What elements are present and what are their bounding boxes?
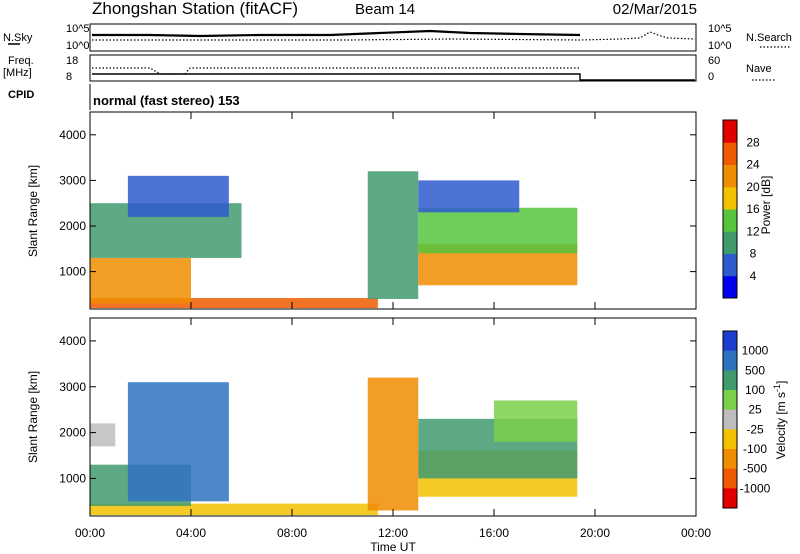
power-colorbar-tick-label: 4 xyxy=(750,269,757,283)
velocity-y-tick-label: 2000 xyxy=(59,426,86,440)
x-axis-label: Time UT xyxy=(370,540,416,554)
x-axis-ticks: 00:00 04:00 08:00 12:00 16:00 20:00 00:00 xyxy=(75,112,711,540)
freq-strip-frame xyxy=(89,54,697,82)
power-colorbar-segment xyxy=(723,209,737,232)
velocity-colorbar-tick-label: -1000 xyxy=(740,481,771,495)
velocity-heatmap-regions xyxy=(90,377,578,516)
beam-label: Beam 14 xyxy=(355,1,415,18)
velocity-colorbar-label: Velocity [m s-1] xyxy=(772,381,788,460)
power-colorbar-segment xyxy=(723,186,737,210)
cpid-text: normal (fast stereo) 153 xyxy=(93,93,240,108)
x-tick-label: 00:00 xyxy=(681,526,711,540)
noise-strip-frame xyxy=(89,23,697,52)
power-colorbar-segment xyxy=(723,164,737,188)
date-label: 02/Mar/2015 xyxy=(613,1,697,18)
power-colorbar-segment xyxy=(723,142,737,165)
velocity-region xyxy=(127,382,229,502)
velocity-colorbar-tick-label: 25 xyxy=(748,403,762,417)
power-colorbar-segment xyxy=(723,253,737,277)
power-y-axis-label: Slant Range [km] xyxy=(26,165,40,257)
power-colorbar-segment xyxy=(723,231,737,254)
velocity-colorbar-segment xyxy=(723,488,737,509)
power-region xyxy=(90,298,378,309)
power-colorbar-tick-label: 20 xyxy=(746,180,760,194)
freq-label-1: Freq. xyxy=(8,55,34,67)
power-y-tick-label: 2000 xyxy=(59,219,86,233)
velocity-region xyxy=(367,377,419,511)
velocity-colorbar-segment xyxy=(723,331,737,352)
power-colorbar-frame xyxy=(722,119,738,299)
velocity-colorbar-segment xyxy=(723,449,737,470)
velocity-y-tick-label: 4000 xyxy=(59,334,86,348)
freq-left-tick-top: 18 xyxy=(66,55,78,67)
x-tick-label: 16:00 xyxy=(479,526,509,540)
power-colorbar-tick-label: 24 xyxy=(746,158,760,172)
velocity-colorbar-segment xyxy=(723,370,737,391)
x-tick-label: 12:00 xyxy=(378,526,408,540)
power-region xyxy=(418,180,520,213)
velocity-y-axis-label: Slant Range [km] xyxy=(26,371,40,463)
power-region xyxy=(367,171,419,299)
x-tick-label: 00:00 xyxy=(75,526,105,540)
velocity-colorbar-segment xyxy=(723,429,737,450)
x-tick-label: 08:00 xyxy=(277,526,307,540)
velocity-panel: 4000 3000 2000 1000 Slant Range [km] xyxy=(26,317,697,517)
noise-right-tick-bottom: 10^0 xyxy=(708,40,732,52)
velocity-colorbar: 1000 500 100 25 -25 -100 -500 -1000 xyxy=(722,330,771,509)
power-region xyxy=(127,175,229,217)
power-region xyxy=(90,257,191,304)
power-colorbar-tick-label: 28 xyxy=(746,135,760,149)
velocity-colorbar-segment xyxy=(723,409,737,430)
power-colorbar-tick-label: 12 xyxy=(746,224,760,238)
freq-right-tick-top: 60 xyxy=(708,55,720,67)
power-colorbar-segment xyxy=(723,120,737,143)
station-title: Zhongshan Station (fitACF) xyxy=(92,0,298,18)
power-colorbar-tick-label: 16 xyxy=(746,202,760,216)
power-colorbar: 28 24 20 16 12 8 4 xyxy=(722,119,760,299)
velocity-y-tick-label: 1000 xyxy=(59,471,86,485)
x-tick-label: 04:00 xyxy=(176,526,206,540)
noise-left-tick-bottom: 10^0 xyxy=(66,40,90,52)
velocity-y-ticks: 4000 3000 2000 1000 xyxy=(59,334,696,485)
velocity-colorbar-segment xyxy=(723,350,737,371)
power-y-tick-label: 1000 xyxy=(59,265,86,279)
power-y-tick-label: 3000 xyxy=(59,173,86,187)
freq-right-tick-bottom: 0 xyxy=(708,71,714,83)
velocity-y-tick-label: 3000 xyxy=(59,380,86,394)
velocity-colorbar-frame xyxy=(722,330,738,509)
power-colorbar-segment xyxy=(723,275,737,299)
power-y-tick-label: 4000 xyxy=(59,128,86,142)
freq-right-label: Nave xyxy=(746,63,772,75)
velocity-region xyxy=(494,400,578,442)
power-region xyxy=(418,207,578,254)
noise-right-label: N.Search xyxy=(746,32,792,44)
noise-left-label: N.Sky xyxy=(3,32,33,44)
noise-right-tick-top: 10^5 xyxy=(708,23,732,35)
x-tick-label: 20:00 xyxy=(580,526,610,540)
velocity-colorbar-tick-label: 500 xyxy=(745,363,765,377)
freq-label-2: [MHz] xyxy=(3,67,32,79)
velocity-colorbar-tick-label: -500 xyxy=(743,462,767,476)
velocity-colorbar-tick-label: 100 xyxy=(745,383,765,397)
cpid-label: CPID xyxy=(8,89,34,101)
velocity-region xyxy=(90,503,378,516)
power-heatmap-regions xyxy=(90,171,578,309)
velocity-colorbar-segment xyxy=(723,390,737,411)
power-y-ticks: 4000 3000 2000 1000 xyxy=(59,128,696,279)
freq-trace xyxy=(92,73,695,81)
noise-left-tick-top: 10^5 xyxy=(66,23,90,35)
freq-left-tick-bottom: 8 xyxy=(66,71,72,83)
search-noise-trace xyxy=(92,31,696,41)
velocity-colorbar-tick-label: 1000 xyxy=(742,344,769,358)
velocity-colorbar-segment xyxy=(723,468,737,489)
power-colorbar-label: Power [dB] xyxy=(759,176,773,235)
velocity-region xyxy=(90,423,116,447)
velocity-colorbar-tick-label: -100 xyxy=(743,442,767,456)
power-colorbar-tick-label: 8 xyxy=(750,247,757,261)
sky-noise-trace xyxy=(92,29,581,38)
nave-trace xyxy=(92,67,580,75)
velocity-colorbar-tick-label: -25 xyxy=(746,422,764,436)
power-panel: 4000 3000 2000 1000 Slant Range [km] xyxy=(26,111,697,310)
